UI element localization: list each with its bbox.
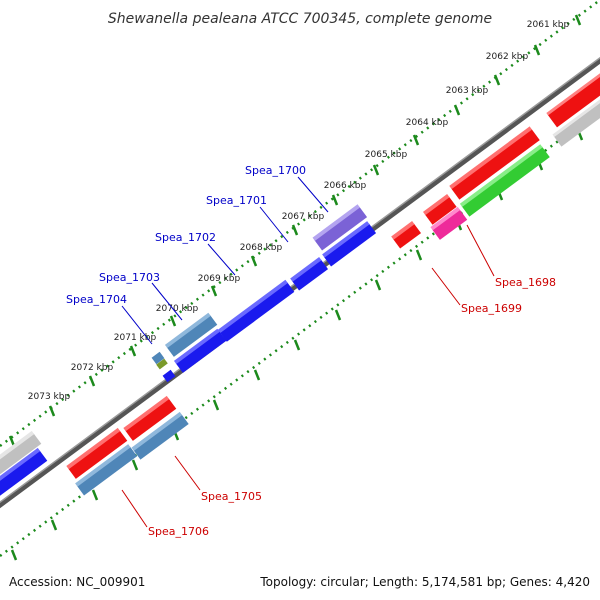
map-title: Shewanella pealeana ATCC 700345, complet… (108, 11, 492, 27)
gene-label-spea-1702[interactable]: Spea_1702 (155, 231, 216, 244)
gene-block-spea-1706-red[interactable] (66, 427, 128, 479)
gene-block-red-2[interactable] (422, 194, 457, 225)
gene-label-spea-1704[interactable]: Spea_1704 (66, 293, 127, 306)
tick-label: 2064 kbp (406, 118, 449, 128)
tick-label: 2070 kbp (156, 304, 199, 314)
genome-summary-text: Topology: circular; Length: 5,174,581 bp… (260, 575, 590, 589)
gene-label-spea-1698[interactable]: Spea_1698 (495, 276, 556, 289)
tick-label: 2071 kbp (114, 333, 157, 343)
outer-dotted-track (0, 0, 600, 448)
accession-text: Accession: NC_009901 (9, 575, 146, 589)
tick-label: 2069 kbp (198, 274, 241, 284)
gene-block-blue-left-edge[interactable] (0, 447, 48, 499)
tick-label: 2065 kbp (365, 150, 408, 160)
gene-label-spea-1700[interactable]: Spea_1700 (245, 164, 306, 177)
label-leaders (121, 176, 495, 528)
gene-block-spea-1699-pink[interactable] (430, 206, 468, 240)
tick-label: 2066 kbp (324, 181, 367, 191)
gene-block-spea-1705-red[interactable] (123, 395, 177, 441)
inner-track-ticks (10, 129, 584, 561)
gene-label-spea-1699[interactable]: Spea_1699 (461, 302, 522, 315)
gene-block-spea-1705-steel[interactable] (131, 411, 189, 460)
gene-label-spea-1703[interactable]: Spea_1703 (99, 271, 160, 284)
gene-block-spea-1703-blue[interactable] (173, 328, 227, 373)
gene-block-red-3[interactable] (391, 221, 422, 249)
gene-label-spea-1701[interactable]: Spea_1701 (206, 194, 267, 207)
tick-label: 2068 kbp (240, 243, 283, 253)
gene-block-red-1[interactable] (449, 126, 540, 200)
tick-label: 2063 kbp (446, 86, 489, 96)
gene-block-spea-1704-steel[interactable] (151, 351, 165, 365)
tick-label: 2067 kbp (282, 212, 325, 222)
tick-label: 2072 kbp (71, 363, 114, 373)
gene-block-spea-1698-green[interactable] (459, 144, 550, 217)
tick-label: 2062 kbp (486, 52, 529, 62)
gene-block-spea-1700-blue[interactable] (322, 221, 377, 267)
gene-label-spea-1705[interactable]: Spea_1705 (201, 490, 262, 503)
tick-label: 2061 kbp (527, 20, 570, 30)
gene-block-spea-1701-blue[interactable] (290, 257, 329, 291)
gene-block-spea-1704-olive[interactable] (156, 358, 168, 370)
gene-block-gray-left-edge[interactable] (0, 430, 42, 482)
outer-track-ticks (8, 14, 582, 447)
gene-block-red-outer-edge[interactable] (546, 65, 600, 128)
gene-block-spea-1706-steel[interactable] (75, 444, 138, 496)
gene-block-spea-1700-purple[interactable] (312, 204, 368, 251)
gene-block-gray-outer-edge[interactable] (552, 86, 600, 147)
tick-label: 2073 kbp (28, 392, 71, 402)
gene-label-spea-1706[interactable]: Spea_1706 (148, 525, 209, 538)
scale-labels: 2061 kbp 2062 kbp 2063 kbp 2064 kbp 2065… (28, 20, 570, 402)
gene-block-spea-1702-blue[interactable] (217, 279, 295, 342)
gene-block-spea-1703-steel[interactable] (164, 312, 218, 357)
gene-block-spea-1704-blue[interactable] (162, 369, 176, 383)
